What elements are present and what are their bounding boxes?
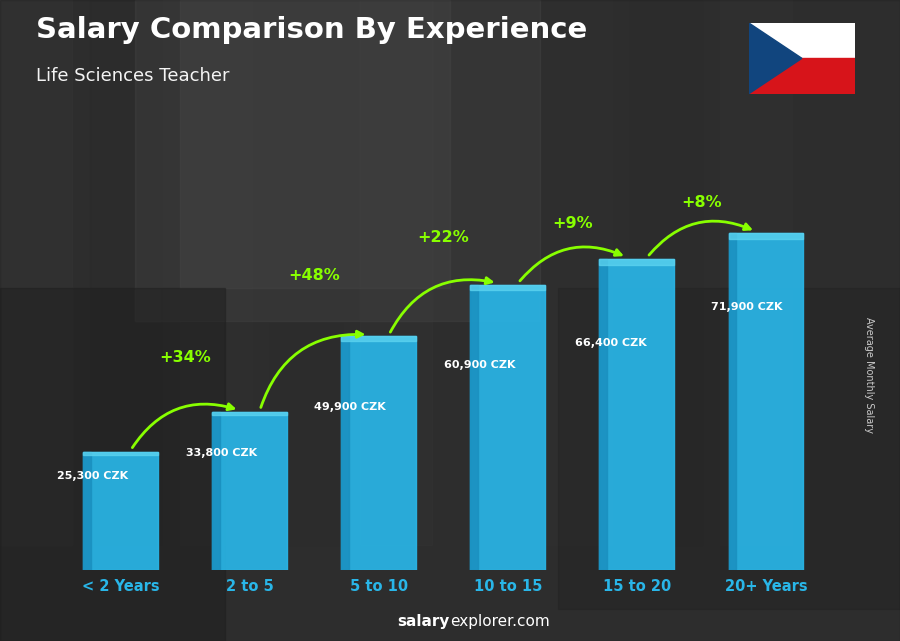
Bar — [729, 233, 804, 239]
Text: 60,900 CZK: 60,900 CZK — [444, 360, 515, 370]
Bar — [212, 412, 287, 570]
Bar — [630, 0, 702, 545]
Text: 25,300 CZK: 25,300 CZK — [57, 470, 128, 481]
Bar — [83, 452, 158, 454]
Bar — [83, 452, 158, 570]
Bar — [450, 0, 522, 545]
Bar — [212, 412, 287, 415]
Bar — [599, 259, 674, 570]
Text: 33,800 CZK: 33,800 CZK — [185, 448, 256, 458]
Bar — [599, 259, 674, 265]
Polygon shape — [749, 23, 802, 94]
Bar — [212, 412, 220, 570]
Bar — [471, 285, 478, 570]
Bar — [341, 337, 349, 570]
Text: 71,900 CZK: 71,900 CZK — [711, 303, 782, 312]
Text: Salary Comparison By Experience: Salary Comparison By Experience — [36, 16, 587, 44]
Bar — [729, 233, 804, 570]
Bar — [729, 233, 736, 570]
Bar — [558, 288, 900, 609]
Bar — [540, 0, 612, 545]
Bar — [135, 0, 540, 320]
Bar — [720, 0, 792, 545]
Bar — [810, 0, 882, 545]
Bar — [599, 259, 607, 570]
Bar — [341, 337, 416, 570]
Bar — [83, 452, 91, 570]
Text: 49,900 CZK: 49,900 CZK — [314, 402, 386, 412]
Bar — [471, 285, 545, 290]
Bar — [360, 0, 432, 545]
Bar — [180, 0, 450, 288]
Text: explorer.com: explorer.com — [450, 614, 550, 629]
Bar — [0, 288, 225, 641]
Bar — [180, 0, 252, 545]
Text: +34%: +34% — [159, 350, 211, 365]
Bar — [0, 0, 72, 545]
Text: +8%: +8% — [681, 195, 722, 210]
Bar — [749, 23, 855, 58]
Bar — [341, 337, 416, 340]
Bar — [471, 285, 545, 570]
Bar — [749, 58, 855, 94]
Text: Life Sciences Teacher: Life Sciences Teacher — [36, 67, 230, 85]
Text: salary: salary — [398, 614, 450, 629]
Text: 66,400 CZK: 66,400 CZK — [575, 338, 647, 348]
Text: +9%: +9% — [552, 216, 593, 231]
Text: Average Monthly Salary: Average Monthly Salary — [863, 317, 874, 433]
Text: +22%: +22% — [418, 230, 469, 245]
Text: +48%: +48% — [288, 267, 340, 283]
Bar — [90, 0, 162, 545]
Bar — [270, 0, 342, 545]
